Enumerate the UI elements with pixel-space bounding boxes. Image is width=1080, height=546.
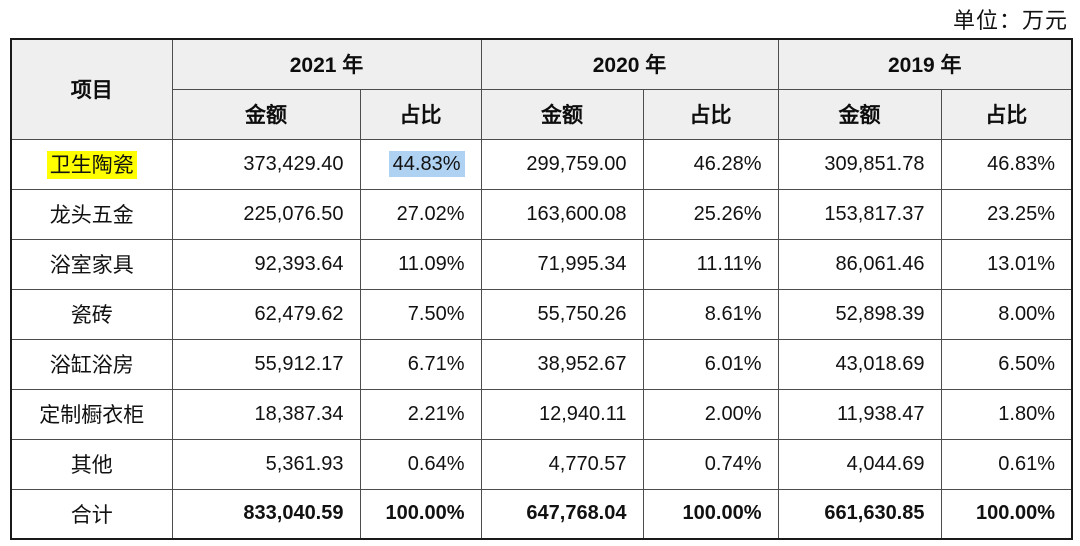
blue-highlight: 44.83% bbox=[388, 150, 465, 177]
row-label-cell: 定制橱衣柜 bbox=[10, 388, 173, 440]
ratio-2020-cell: 8.61% bbox=[642, 288, 779, 340]
header-sub-row: 金额 占比 金额 占比 金额 占比 bbox=[11, 88, 1073, 140]
amount-2020-cell: 647,768.04 bbox=[480, 488, 644, 540]
amount-2021-cell: 833,040.59 bbox=[171, 488, 361, 540]
table-row-faucet-hardware: 龙头五金 225,076.50 27.02% 163,600.08 25.26%… bbox=[10, 188, 1073, 240]
amount-2019-cell: 153,817.37 bbox=[777, 188, 942, 240]
table-row-ceramic-tile: 瓷砖 62,479.62 7.50% 55,750.26 8.61% 52,89… bbox=[10, 288, 1073, 340]
ratio-2019-cell: 8.00% bbox=[940, 288, 1073, 340]
amount-2020-cell: 38,952.67 bbox=[480, 338, 644, 390]
ratio-2021-cell: 7.50% bbox=[359, 288, 482, 340]
ratio-2020-cell: 2.00% bbox=[642, 388, 779, 440]
row-label-cell: 浴室家具 bbox=[10, 238, 173, 290]
ratio-2020-cell: 46.28% bbox=[642, 138, 779, 190]
amount-2020-cell: 4,770.57 bbox=[480, 438, 644, 490]
amount-2020-cell: 71,995.34 bbox=[480, 238, 644, 290]
header-amount-2020: 金额 bbox=[480, 88, 644, 140]
table-row-other: 其他 5,361.93 0.64% 4,770.57 0.74% 4,044.6… bbox=[10, 438, 1073, 490]
amount-2019-cell: 43,018.69 bbox=[777, 338, 942, 390]
amount-2021-cell: 373,429.40 bbox=[171, 138, 361, 190]
amount-2019-cell: 661,630.85 bbox=[777, 488, 942, 540]
yellow-highlight: 卫生陶瓷 bbox=[46, 151, 137, 179]
amount-2019-cell: 11,938.47 bbox=[777, 388, 942, 440]
header-year-2020: 2020 年 bbox=[480, 38, 779, 90]
amount-2020-cell: 299,759.00 bbox=[480, 138, 644, 190]
ratio-2020-cell: 0.74% bbox=[642, 438, 779, 490]
amount-2020-cell: 163,600.08 bbox=[480, 188, 644, 240]
ratio-2019-cell: 13.01% bbox=[940, 238, 1073, 290]
header-year-2019: 2019 年 bbox=[777, 38, 1073, 90]
amount-2021-cell: 62,479.62 bbox=[171, 288, 361, 340]
ratio-2021-cell: 44.83% bbox=[359, 138, 482, 190]
ratio-2019-cell: 100.00% bbox=[940, 488, 1073, 540]
ratio-2019-cell: 0.61% bbox=[940, 438, 1073, 490]
amount-2019-cell: 309,851.78 bbox=[777, 138, 942, 190]
header-ratio-2020: 占比 bbox=[642, 88, 779, 140]
table-row-bathroom-furniture: 浴室家具 92,393.64 11.09% 71,995.34 11.11% 8… bbox=[10, 238, 1073, 290]
unit-label: 单位：万元 bbox=[952, 8, 1068, 33]
row-label-cell: 卫生陶瓷 bbox=[10, 138, 173, 190]
amount-2020-cell: 55,750.26 bbox=[480, 288, 644, 340]
ratio-2020-cell: 11.11% bbox=[642, 238, 779, 290]
ratio-2021-cell: 0.64% bbox=[359, 438, 482, 490]
ratio-2019-cell: 23.25% bbox=[940, 188, 1073, 240]
row-label-cell: 合计 bbox=[10, 488, 173, 540]
row-label-cell: 浴缸浴房 bbox=[10, 338, 173, 390]
amount-2021-cell: 92,393.64 bbox=[171, 238, 361, 290]
row-label-cell: 瓷砖 bbox=[10, 288, 173, 340]
revenue-breakdown-table: 项目 2021 年 2020 年 2019 年 金额 占比 金额 占比 金额 占… bbox=[10, 38, 1073, 540]
amount-2020-cell: 12,940.11 bbox=[480, 388, 644, 440]
table-row-custom-cabinet: 定制橱衣柜 18,387.34 2.21% 12,940.11 2.00% 11… bbox=[10, 388, 1073, 440]
header-amount-2021: 金额 bbox=[171, 88, 361, 140]
ratio-2021-cell: 6.71% bbox=[359, 338, 482, 390]
ratio-2020-cell: 100.00% bbox=[642, 488, 779, 540]
ratio-2019-cell: 6.50% bbox=[940, 338, 1073, 390]
header-year-row: 项目 2021 年 2020 年 2019 年 bbox=[10, 38, 1073, 140]
ratio-2019-cell: 1.80% bbox=[940, 388, 1073, 440]
amount-2021-cell: 18,387.34 bbox=[171, 388, 361, 440]
ratio-2021-cell: 27.02% bbox=[359, 188, 482, 240]
ratio-2021-cell: 11.09% bbox=[359, 238, 482, 290]
amount-2021-cell: 55,912.17 bbox=[171, 338, 361, 390]
ratio-2020-cell: 6.01% bbox=[642, 338, 779, 390]
row-label-cell: 龙头五金 bbox=[10, 188, 173, 240]
amount-2021-cell: 5,361.93 bbox=[171, 438, 361, 490]
amount-2019-cell: 86,061.46 bbox=[777, 238, 942, 290]
ratio-2021-cell: 2.21% bbox=[359, 388, 482, 440]
ratio-2020-cell: 25.26% bbox=[642, 188, 779, 240]
ratio-2021-cell: 100.00% bbox=[359, 488, 482, 540]
amount-2021-cell: 225,076.50 bbox=[171, 188, 361, 240]
header-year-2021: 2021 年 bbox=[171, 38, 482, 90]
amount-2019-cell: 52,898.39 bbox=[777, 288, 942, 340]
row-label-cell: 其他 bbox=[10, 438, 173, 490]
header-ratio-2021: 占比 bbox=[359, 88, 482, 140]
header-amount-2019: 金额 bbox=[777, 88, 942, 140]
table-row-total: 合计 833,040.59 100.00% 647,768.04 100.00%… bbox=[10, 488, 1073, 540]
header-ratio-2019: 占比 bbox=[940, 88, 1073, 140]
table-row-sanitary-ceramics: 卫生陶瓷 373,429.40 44.83% 299,759.00 46.28%… bbox=[10, 138, 1073, 190]
amount-2019-cell: 4,044.69 bbox=[777, 438, 942, 490]
table-row-bathtub-shower: 浴缸浴房 55,912.17 6.71% 38,952.67 6.01% 43,… bbox=[10, 338, 1073, 390]
ratio-2019-cell: 46.83% bbox=[940, 138, 1073, 190]
header-item: 项目 bbox=[10, 38, 173, 140]
